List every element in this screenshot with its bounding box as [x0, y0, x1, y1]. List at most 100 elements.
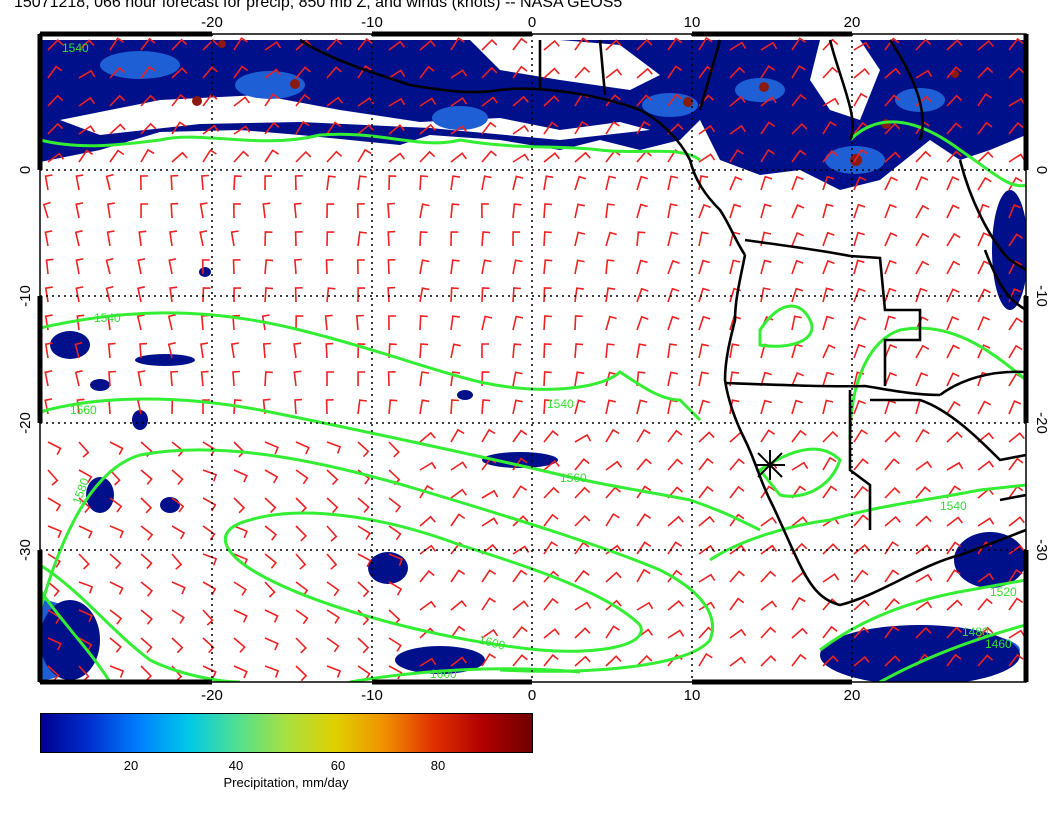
wind-barb [884, 94, 900, 107]
wind-barb [977, 400, 992, 415]
wind-barb [574, 514, 591, 527]
wind-barb [636, 259, 648, 275]
wind-barb [884, 259, 897, 275]
lon-tick-label: -10 [361, 687, 383, 704]
wind-barb [137, 258, 146, 275]
border-namibia-botswana [848, 390, 872, 530]
wind-barb [636, 231, 646, 247]
wind-barb [605, 599, 622, 611]
contour-label: 1460 [985, 637, 1012, 651]
wind-barb [481, 543, 498, 555]
contour-1560 [40, 397, 761, 532]
wind-barb [232, 370, 241, 387]
wind-barb [822, 38, 839, 51]
wind-barb [481, 175, 492, 191]
wind-barb [109, 469, 121, 486]
wind-barb [171, 67, 188, 79]
wind-barb [357, 581, 370, 598]
wind-barb [264, 259, 274, 275]
wind-barb [481, 343, 489, 358]
wind-barb [884, 598, 900, 611]
wind-barb [47, 94, 64, 107]
wind-barb [915, 626, 932, 639]
wind-barb [169, 230, 178, 247]
wind-barb [574, 569, 590, 583]
wind-barb [202, 581, 217, 596]
contour-label: 1540 [547, 397, 574, 411]
wind-barb [822, 399, 834, 415]
wind-barb [1008, 176, 1023, 191]
wind-barb [853, 599, 870, 611]
wind-barb [636, 654, 653, 667]
lon-tick-label: 0 [528, 14, 536, 31]
wind-barb [419, 65, 435, 79]
wind-barb [357, 553, 372, 568]
wind-barb [201, 174, 209, 191]
wind-barb [326, 665, 342, 678]
precip-gap-3 [810, 40, 880, 120]
wind-barb [698, 573, 716, 583]
wind-barb [1008, 37, 1024, 51]
wind-barb [450, 343, 461, 359]
contour-label: 1600 [430, 667, 457, 681]
wind-barb [729, 149, 744, 163]
wind-barb [760, 65, 775, 79]
wind-barb [543, 399, 552, 415]
wind-barb [1008, 544, 1026, 555]
wind-barb [326, 150, 343, 163]
wind-barb [698, 485, 714, 499]
wind-barb [232, 203, 241, 219]
wind-barb [264, 371, 273, 387]
wind-barb [729, 371, 740, 387]
wind-barb [946, 401, 961, 415]
wind-barb [200, 342, 209, 359]
wind-barb [822, 543, 839, 555]
wind-barb [791, 429, 807, 443]
wind-barb [884, 122, 901, 135]
wind-barb [109, 581, 124, 595]
wind-barb [481, 428, 496, 443]
wind-barb [853, 399, 866, 415]
wind-barb [357, 148, 372, 163]
wind-barb [791, 204, 805, 219]
wind-barb [357, 399, 367, 415]
wind-barb [543, 628, 560, 639]
wind-barb [791, 37, 807, 51]
wind-barb [388, 553, 404, 566]
wind-barb [667, 259, 680, 275]
contour-label: 1600 [477, 632, 507, 653]
wind-barb [1008, 260, 1022, 275]
lat-tick-label: -10 [17, 285, 34, 307]
wind-barb [698, 601, 716, 611]
wind-barb [853, 343, 866, 359]
wind-barb [388, 124, 405, 135]
wind-barb [915, 344, 930, 359]
wind-barb [884, 458, 900, 471]
wind-barb [698, 343, 709, 359]
contour-north [40, 132, 701, 162]
colorbar-tick-label: 60 [330, 758, 346, 773]
wind-barb [419, 175, 428, 191]
wind-barb [946, 569, 961, 583]
wind-barb [171, 525, 186, 540]
wind-barb [853, 287, 866, 303]
wind-barb [543, 315, 552, 331]
wind-barb [977, 572, 995, 583]
wind-barb [884, 315, 896, 331]
precip-fields [40, 40, 1026, 682]
wind-barb [512, 371, 523, 387]
wind-barb [791, 315, 802, 331]
wind-barb [512, 231, 521, 247]
wind-barb [791, 259, 804, 275]
wind-barb [419, 461, 437, 471]
wind-barb [946, 344, 960, 359]
wind-barb [822, 231, 835, 247]
wind-barb [233, 37, 248, 51]
wind-barb [760, 175, 773, 191]
wind-barb [760, 203, 772, 219]
wind-barb [574, 66, 591, 79]
wind-barb [78, 581, 94, 594]
wind-barb [233, 525, 248, 539]
wind-barb [791, 93, 807, 107]
wind-barb [884, 655, 901, 667]
